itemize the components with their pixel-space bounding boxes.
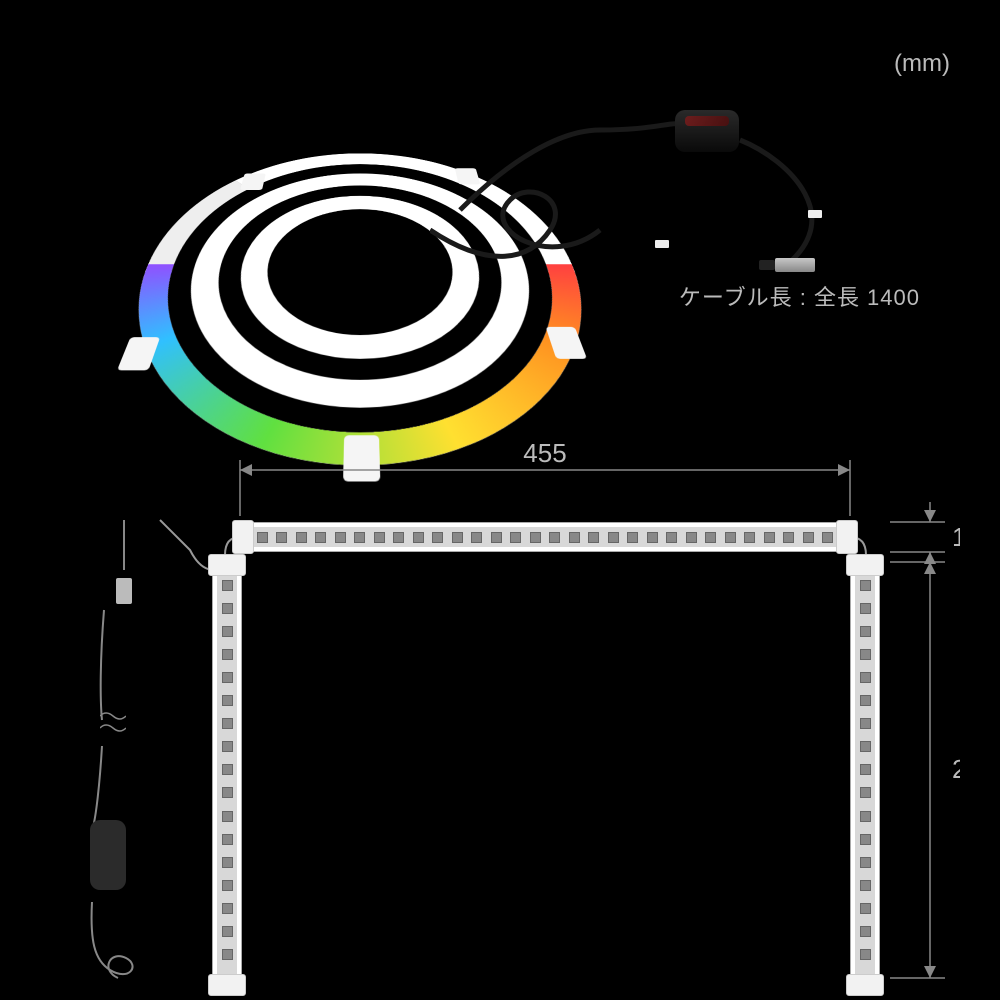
led-chip-icon bbox=[222, 857, 233, 868]
canvas: (mm) ケーブル長 : 全長 1400 bbox=[0, 0, 1000, 1000]
led-chip-icon bbox=[860, 857, 871, 868]
led-chip-icon bbox=[491, 532, 502, 543]
led-chip-icon bbox=[860, 626, 871, 637]
led-chip-icon bbox=[860, 926, 871, 937]
cable-length-label: ケーブル長 : 全長 1400 bbox=[679, 280, 920, 312]
led-chip-icon bbox=[666, 532, 677, 543]
led-chip-icon bbox=[222, 649, 233, 660]
led-chip-icon bbox=[452, 532, 463, 543]
led-chip-icon bbox=[627, 532, 638, 543]
cable-tie-icon bbox=[655, 240, 669, 248]
led-chip-icon bbox=[803, 532, 814, 543]
led-chip-icon bbox=[860, 741, 871, 752]
led-chip-icon bbox=[608, 532, 619, 543]
led-chip-icon bbox=[257, 532, 268, 543]
led-chip-icon bbox=[471, 532, 482, 543]
led-chip-icon bbox=[860, 603, 871, 614]
strip-endcap bbox=[208, 554, 246, 576]
led-chip-icon bbox=[860, 949, 871, 960]
led-chip-icon bbox=[860, 903, 871, 914]
led-chip-icon bbox=[222, 787, 233, 798]
led-chip-icon bbox=[276, 532, 287, 543]
led-chip-icon bbox=[222, 718, 233, 729]
led-chip-icon bbox=[705, 532, 716, 543]
led-chip-icon bbox=[510, 532, 521, 543]
dim-thickness-text: 15 bbox=[952, 522, 960, 552]
led-chip-icon bbox=[222, 834, 233, 845]
strip-endcap bbox=[846, 554, 884, 576]
dim-width-text: 455 bbox=[523, 438, 566, 468]
side-cable-silhouette bbox=[60, 520, 150, 980]
led-chip-icon bbox=[222, 926, 233, 937]
strip-endcap bbox=[208, 974, 246, 996]
led-chip-icon bbox=[335, 532, 346, 543]
cable-path-icon bbox=[60, 520, 150, 990]
product-hero bbox=[180, 80, 700, 280]
led-chip-icon bbox=[354, 532, 365, 543]
led-chip-icon bbox=[764, 532, 775, 543]
led-chip-icon bbox=[222, 580, 233, 591]
led-chip-icon bbox=[588, 532, 599, 543]
led-chip-icon bbox=[822, 532, 833, 543]
led-chip-icon bbox=[725, 532, 736, 543]
led-chip-icon bbox=[530, 532, 541, 543]
led-chip-icon bbox=[860, 649, 871, 660]
led-chip-icon bbox=[222, 880, 233, 891]
led-chip-icon bbox=[222, 811, 233, 822]
led-chip-icon bbox=[222, 764, 233, 775]
led-row-right bbox=[859, 568, 871, 972]
led-chip-icon bbox=[374, 532, 385, 543]
led-chip-icon bbox=[222, 903, 233, 914]
led-chip-icon bbox=[860, 695, 871, 706]
dim-height-text: 250 bbox=[952, 754, 960, 784]
led-chip-icon bbox=[860, 880, 871, 891]
controller-silhouette-icon bbox=[90, 820, 126, 890]
led-chip-icon bbox=[413, 532, 424, 543]
led-chip-icon bbox=[222, 695, 233, 706]
led-chip-icon bbox=[860, 580, 871, 591]
strip-endcap bbox=[232, 520, 254, 554]
strip-endcap bbox=[846, 974, 884, 996]
led-chip-icon bbox=[222, 626, 233, 637]
dimension-lines: 455 15 250 bbox=[40, 430, 960, 990]
strip-endcap bbox=[836, 520, 858, 554]
led-chip-icon bbox=[860, 787, 871, 798]
led-chip-icon bbox=[783, 532, 794, 543]
usb-plug-icon bbox=[775, 258, 815, 272]
led-chip-icon bbox=[432, 532, 443, 543]
led-chip-icon bbox=[860, 672, 871, 683]
cable-tie-icon bbox=[808, 210, 822, 218]
led-chip-icon bbox=[296, 532, 307, 543]
led-chip-icon bbox=[222, 949, 233, 960]
dimension-diagram: 455 15 250 bbox=[40, 430, 960, 990]
led-row-top bbox=[248, 531, 842, 543]
led-chip-icon bbox=[393, 532, 404, 543]
led-chip-icon bbox=[569, 532, 580, 543]
led-row-left bbox=[221, 568, 233, 972]
led-chip-icon bbox=[222, 672, 233, 683]
led-chip-icon bbox=[860, 834, 871, 845]
led-chip-icon bbox=[222, 741, 233, 752]
led-chip-icon bbox=[860, 718, 871, 729]
usb-silhouette-icon bbox=[116, 578, 132, 604]
led-chip-icon bbox=[647, 532, 658, 543]
break-mark-icon bbox=[100, 710, 126, 734]
led-chip-icon bbox=[860, 764, 871, 775]
led-chip-icon bbox=[860, 811, 871, 822]
led-chip-icon bbox=[315, 532, 326, 543]
led-chip-icon bbox=[744, 532, 755, 543]
controller-box-icon bbox=[675, 110, 739, 152]
led-chip-icon bbox=[549, 532, 560, 543]
mounting-clip-icon bbox=[240, 173, 266, 190]
led-chip-icon bbox=[222, 603, 233, 614]
led-chip-icon bbox=[686, 532, 697, 543]
unit-label: (mm) bbox=[894, 50, 950, 78]
